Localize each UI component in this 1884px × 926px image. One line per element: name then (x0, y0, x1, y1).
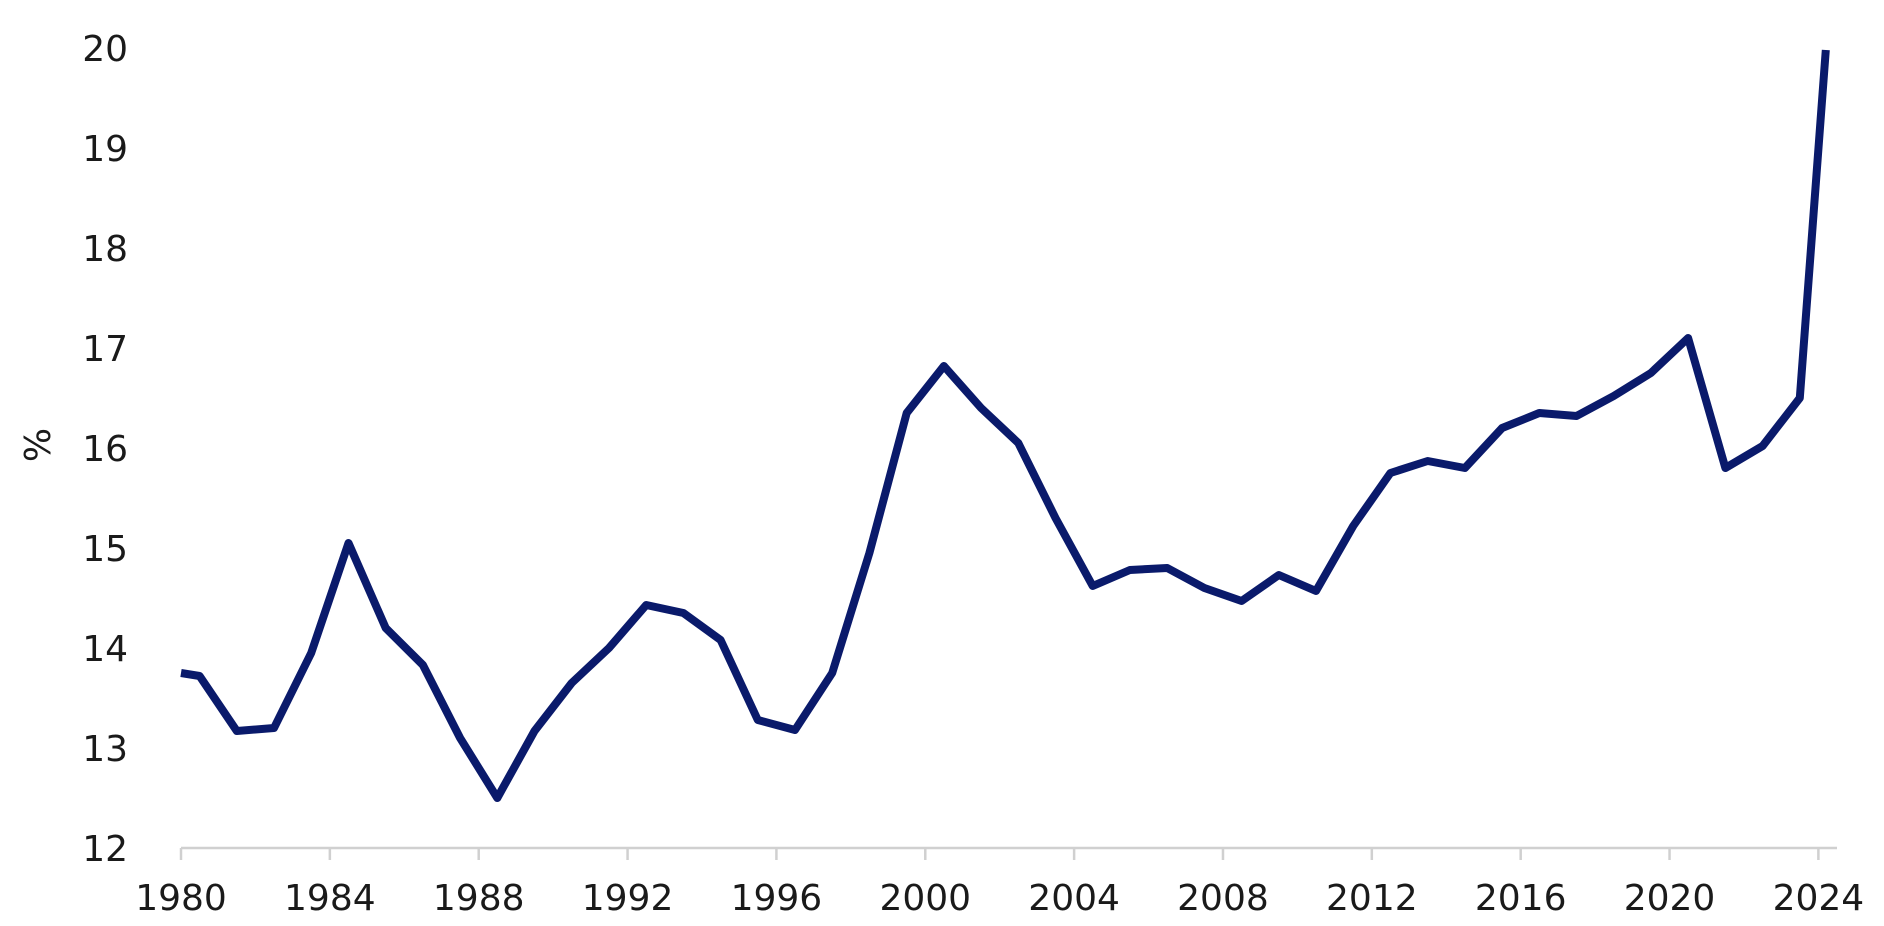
y-tick-label: 19 (82, 129, 128, 170)
x-tick-label: 1996 (731, 878, 823, 919)
x-tick-label: 1980 (135, 878, 227, 919)
x-tick-label: 2020 (1624, 878, 1716, 919)
x-tick-label: 2024 (1773, 878, 1865, 919)
y-axis-ticks: 12 13 14 15 16 17 18 19 20 (82, 29, 128, 870)
x-tick-label: 1988 (433, 878, 525, 919)
y-tick-label: 14 (82, 629, 128, 670)
y-tick-label: 20 (82, 29, 128, 70)
x-axis-ticks: 1980 1984 1988 1992 1996 2000 2004 2008 2012 2016… (135, 848, 1864, 919)
y-axis-title: % (18, 428, 59, 462)
y-tick-label: 17 (82, 329, 128, 370)
x-tick-label: 2008 (1177, 878, 1269, 919)
y-tick-label: 12 (82, 829, 128, 870)
y-tick-label: 13 (82, 729, 128, 770)
series-layer (180, 49, 1830, 802)
x-tick-label: 2004 (1028, 878, 1120, 919)
y-tick-label: 15 (82, 529, 128, 570)
y-tick-label: 16 (82, 429, 128, 470)
series-line (180, 49, 1830, 802)
x-tick-label: 1992 (582, 878, 674, 919)
x-tick-label: 2012 (1326, 878, 1418, 919)
x-tick-label: 1984 (284, 878, 376, 919)
y-tick-label: 18 (82, 229, 128, 270)
x-tick-label: 2016 (1475, 878, 1567, 919)
x-tick-label: 2000 (879, 878, 971, 919)
